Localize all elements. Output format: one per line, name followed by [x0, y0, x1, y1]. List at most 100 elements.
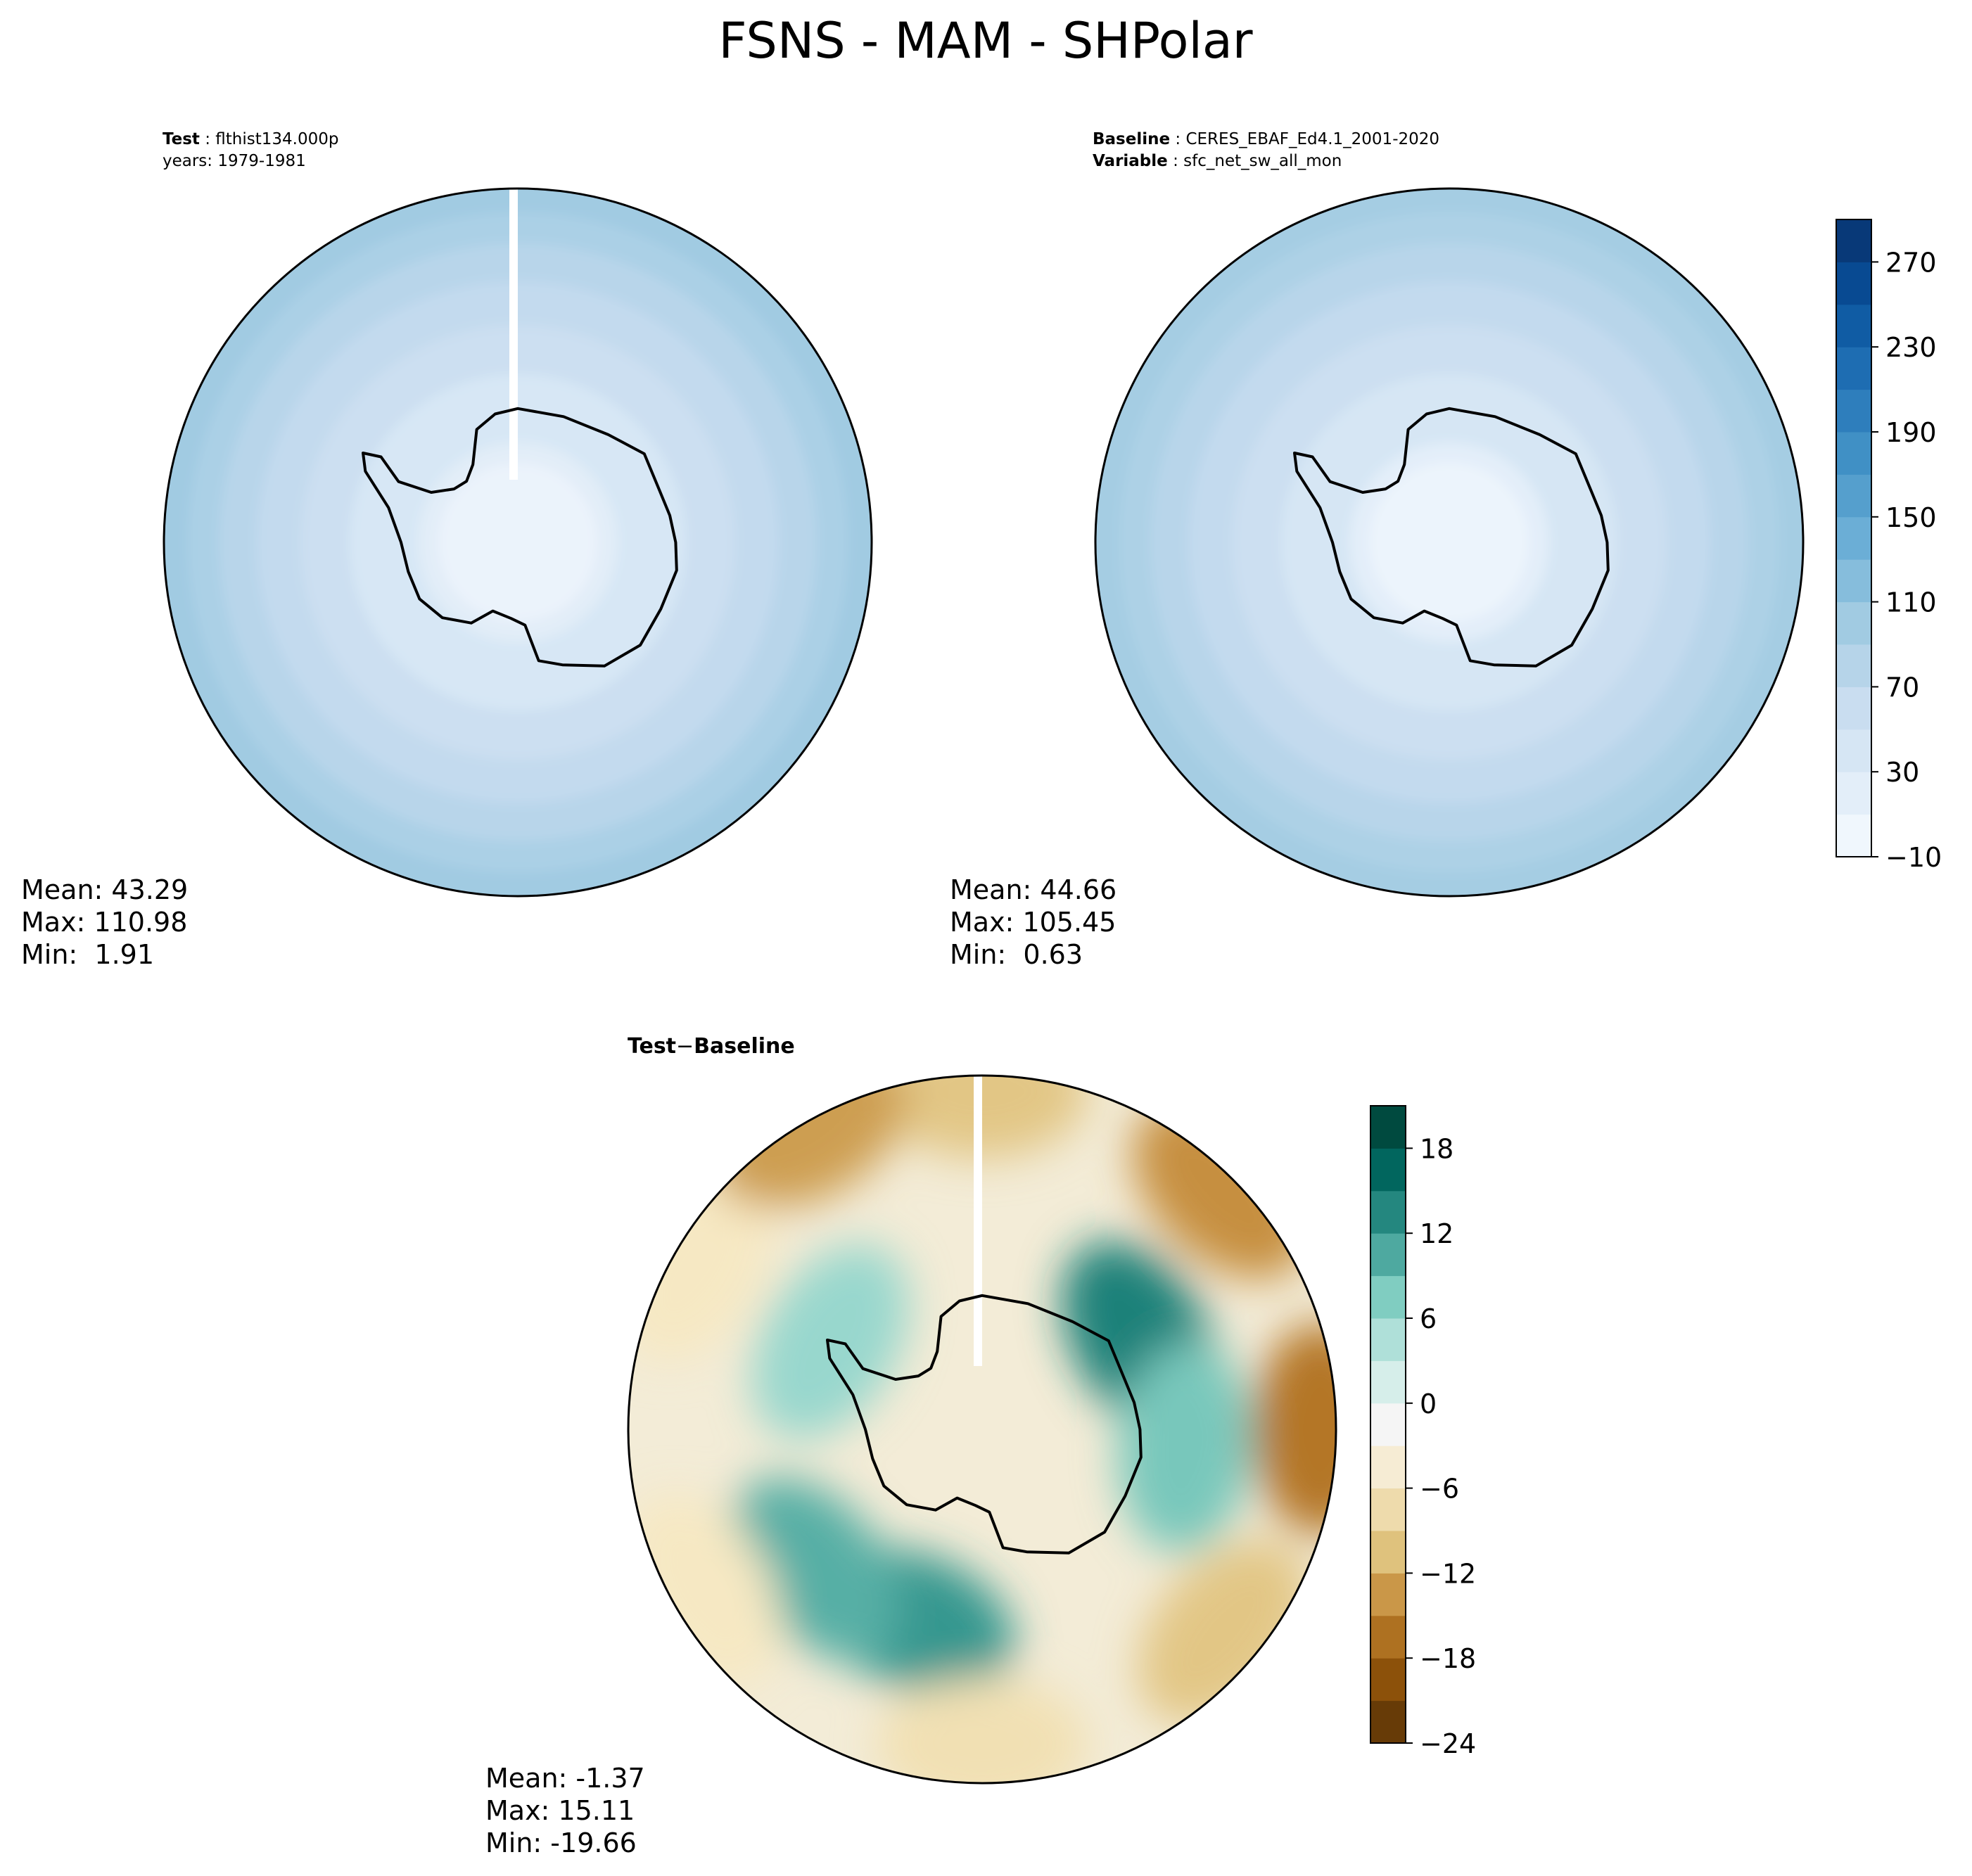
colorbar-level [1836, 687, 1871, 730]
colorbar-level [1370, 1488, 1406, 1531]
colorbar-tick-label: −6 [1420, 1474, 1459, 1505]
colorbar-outline [1370, 1105, 1406, 1744]
colorbar-tick-label: −12 [1420, 1558, 1476, 1589]
baseline-stat-min: Min: 0.63 [950, 939, 1083, 970]
difference-field-map [628, 1076, 1336, 1783]
baseline-map-boundary [1094, 187, 1805, 898]
colorbar-outline [1836, 219, 1872, 857]
colorbar-level [1836, 559, 1871, 603]
test-field-rings [164, 189, 872, 896]
difference-header-baseline: Baseline [694, 1034, 795, 1059]
baseline-field-map [1095, 189, 1803, 896]
colorbar-level [1836, 347, 1871, 390]
antarctica-coastline [826, 1294, 1143, 1555]
colorbar-tick-label: 18 [1420, 1133, 1453, 1164]
variable-header-value: sfc_net_sw_all_mon [1183, 152, 1342, 170]
colorbar-tick-label: 230 [1885, 332, 1937, 363]
colorbar-tick-label: 70 [1885, 672, 1919, 703]
difference-coastlines [826, 1294, 1143, 1555]
colorbar-level [1370, 1190, 1406, 1234]
colorbar-level [1370, 1275, 1406, 1319]
antarctica-coastline [1293, 407, 1610, 668]
colorbar-tick-label: 30 [1885, 757, 1919, 788]
colorbar-level [1836, 772, 1871, 815]
antarctica-coastline [362, 407, 678, 668]
colorbar-tick-label: 0 [1420, 1389, 1437, 1419]
colorbar-tick-label: −10 [1885, 842, 1942, 873]
variable-header-key: Variable [1093, 152, 1168, 170]
colorbar-level [1836, 601, 1871, 645]
test-header-key: Test [163, 130, 200, 148]
colorbar-tick-label: 110 [1885, 587, 1937, 618]
difference-stat-mean: Mean: -1.37 [485, 1763, 645, 1794]
test-header-value: flthist134.000p [215, 130, 338, 148]
anomaly-blob [1117, 1341, 1252, 1552]
baseline-header-value: CERES_EBAF_Ed4.1_2001-2020 [1185, 130, 1439, 148]
colorbar-tick-label: −24 [1420, 1728, 1476, 1759]
colorbar-level [1370, 1148, 1406, 1192]
colorbar-tick-label: 12 [1420, 1218, 1453, 1249]
colorbar-level [1836, 389, 1871, 433]
test-field-map [164, 189, 872, 896]
baseline-stat-mean: Mean: 44.66 [950, 874, 1117, 905]
field-colorbar: 270 230 190 150 110 70 30 −10 [1836, 219, 1942, 873]
difference-colorbar: 18 12 6 0 −6 −12 −18 −24 [1370, 1105, 1476, 1759]
test-stat-mean: Mean: 43.29 [21, 874, 188, 905]
baseline-header-line1: Baseline : CERES_EBAF_Ed4.1_2001-2020 [1093, 130, 1439, 148]
colorbar-level [1836, 474, 1871, 518]
difference-stat-min: Min: -19.66 [485, 1827, 637, 1858]
test-coastlines [362, 407, 678, 668]
test-missing-data-stripe [509, 189, 518, 480]
colorbar-level [1370, 1403, 1406, 1446]
field-ring [1369, 462, 1529, 623]
colorbar-level [1370, 1318, 1406, 1361]
colorbar-level [1836, 814, 1871, 857]
colorbar-level [1370, 1573, 1406, 1616]
figure-title: FSNS - MAM - SHPolar [718, 12, 1252, 70]
test-header-sep: : [200, 130, 215, 148]
colorbar-level [1370, 1446, 1406, 1489]
colorbar-level [1836, 262, 1871, 305]
colorbar-level [1370, 1615, 1406, 1659]
difference-header: Test−Baseline [628, 1034, 795, 1059]
colorbar-level [1836, 432, 1871, 475]
difference-panel: Test−Baseline Mean: -1.37 Max: 15.11 Min… [485, 1034, 1476, 1858]
anomaly-blob [1253, 1324, 1336, 1535]
colorbar-tick-label: 150 [1885, 502, 1937, 533]
colorbar-level [1836, 729, 1871, 772]
colorbar-level [1370, 1233, 1406, 1277]
difference-stat-max: Max: 15.11 [485, 1795, 635, 1826]
difference-header-test: Test [628, 1034, 676, 1059]
baseline-header-line2: Variable : sfc_net_sw_all_mon [1093, 152, 1342, 170]
colorbar-level [1370, 1106, 1406, 1149]
test-panel: Test : flthist134.000p years: 1979-1981 … [21, 130, 873, 970]
colorbar-level [1370, 1360, 1406, 1404]
difference-map-boundary [627, 1074, 1337, 1785]
test-stat-max: Max: 110.98 [21, 907, 187, 938]
colorbar-tick-label: −18 [1420, 1643, 1476, 1674]
colorbar-level [1370, 1658, 1406, 1702]
colorbar-level [1836, 516, 1871, 560]
test-stat-min: Min: 1.91 [21, 939, 154, 970]
baseline-header-sep: : [1170, 130, 1185, 148]
baseline-header-key: Baseline [1093, 130, 1170, 148]
colorbar-tick-label: 190 [1885, 417, 1937, 448]
colorbar-level [1836, 219, 1871, 262]
colorbar-level [1370, 1531, 1406, 1574]
variable-header-sep: : [1168, 152, 1183, 170]
baseline-stat-max: Max: 105.45 [950, 907, 1116, 938]
colorbar-tick-label: 6 [1420, 1303, 1437, 1334]
difference-header-op: − [676, 1034, 694, 1059]
colorbar-level [1836, 304, 1871, 347]
field-ring [438, 462, 598, 623]
anomaly-blob [877, 1676, 1088, 1783]
baseline-panel: Baseline : CERES_EBAF_Ed4.1_2001-2020 Va… [950, 130, 1942, 970]
test-map-boundary [163, 187, 873, 898]
baseline-coastlines [1293, 407, 1610, 668]
colorbar-level [1370, 1700, 1406, 1744]
colorbar-tick-label: 270 [1885, 247, 1937, 278]
test-header-years: years: 1979-1981 [163, 152, 306, 170]
test-header: Test : flthist134.000p [163, 130, 338, 148]
baseline-field-rings [1095, 189, 1803, 896]
